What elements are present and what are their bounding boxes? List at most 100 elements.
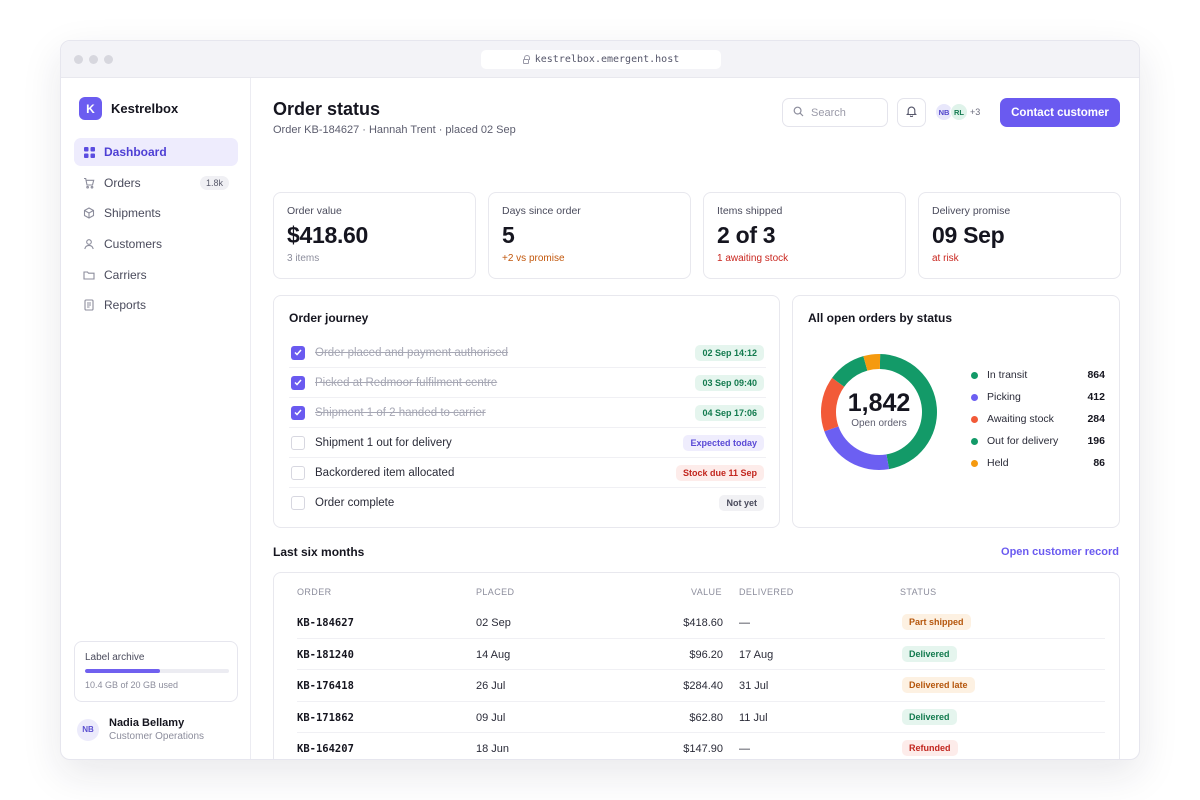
stat-label: Delivery promise bbox=[932, 205, 1011, 217]
table-row[interactable]: KB-181240 14 Aug $96.20 17 Aug Delivered bbox=[297, 639, 1105, 671]
stat-card-items-shipped: Items shipped 2 of 3 1 awaiting stock bbox=[703, 192, 906, 279]
brand-logo: K bbox=[79, 97, 102, 120]
journey-step-label: Shipment 1 out for delivery bbox=[315, 436, 452, 449]
zoom-dot[interactable] bbox=[104, 55, 113, 64]
column-header-delivered[interactable]: DELIVERED bbox=[739, 587, 794, 597]
legend-item: In transit 864 bbox=[971, 364, 1105, 386]
donut-legend: In transit 864 Picking 412 Awaiting stoc… bbox=[971, 364, 1105, 474]
legend-value: 86 bbox=[1093, 457, 1105, 469]
search-icon bbox=[793, 104, 804, 122]
stat-card-delivery-promise: Delivery promise 09 Sep at risk bbox=[918, 192, 1121, 279]
legend-label: In transit bbox=[987, 369, 1028, 381]
sidebar-item-orders[interactable]: Orders 1.8k bbox=[74, 169, 238, 197]
journey-step-label: Shipment 1 of 2 handed to carrier bbox=[315, 406, 486, 419]
sidebar-item-shipments[interactable]: Shipments bbox=[74, 199, 238, 227]
sidebar-nav: Dashboard Orders 1.8k Shipments Custome bbox=[74, 138, 238, 322]
search-field[interactable] bbox=[782, 98, 888, 127]
donut-segment-in-transit[interactable] bbox=[879, 354, 937, 470]
journey-step-label: Order complete bbox=[315, 497, 395, 509]
legend-value: 284 bbox=[1087, 413, 1105, 425]
legend-dot bbox=[971, 371, 978, 379]
journey-step: Shipment 1 of 2 handed to carrier 04 Sep… bbox=[289, 398, 766, 428]
address-bar[interactable]: kestrelbox.emergent.host bbox=[481, 50, 721, 69]
search-input[interactable] bbox=[811, 106, 881, 119]
table-row[interactable]: KB-171862 09 Jul $62.80 11 Jul Delivered bbox=[297, 702, 1105, 734]
check-icon bbox=[294, 409, 302, 416]
column-header-order[interactable]: ORDER bbox=[297, 587, 332, 597]
order-value: $418.60 bbox=[683, 617, 723, 629]
contact-customer-button[interactable]: Contact customer bbox=[1000, 98, 1120, 127]
legend-label: Awaiting stock bbox=[987, 413, 1054, 425]
checkbox-checked[interactable] bbox=[291, 405, 305, 420]
donut-segment-awaiting-stock[interactable] bbox=[821, 377, 845, 432]
label-archive-card[interactable]: Label archive 10.4 GB of 20 GB used bbox=[74, 641, 238, 702]
column-header-value[interactable]: VALUE bbox=[691, 587, 722, 597]
brand[interactable]: K Kestrelbox bbox=[79, 97, 178, 120]
user-role: Customer Operations bbox=[109, 731, 205, 742]
collaborators[interactable]: NB RL +3 bbox=[935, 103, 980, 121]
journey-step-label: Order placed and payment authorised bbox=[315, 346, 509, 359]
table-header: ORDER PLACED VALUE DELIVERED STATUS bbox=[297, 587, 1105, 609]
stat-note: at risk bbox=[932, 253, 959, 264]
archive-progress-fill bbox=[85, 669, 160, 673]
checkbox-checked[interactable] bbox=[291, 345, 305, 360]
legend-label: Held bbox=[987, 457, 1009, 469]
column-header-status[interactable]: STATUS bbox=[900, 587, 937, 597]
delivered-date: — bbox=[739, 617, 750, 629]
placed-date: 14 Aug bbox=[476, 648, 511, 661]
placed-date: 09 Jul bbox=[476, 711, 506, 724]
collaborator-avatar: RL bbox=[950, 103, 968, 121]
avatar: NB bbox=[77, 718, 99, 741]
order-history-table: ORDER PLACED VALUE DELIVERED STATUS KB-1… bbox=[273, 572, 1120, 759]
sidebar-item-customers[interactable]: Customers bbox=[74, 230, 238, 258]
checkbox-unchecked[interactable] bbox=[291, 465, 305, 480]
donut-segment-picking[interactable] bbox=[824, 426, 890, 470]
sidebar-item-reports[interactable]: Reports bbox=[74, 291, 238, 319]
column-header-placed[interactable]: PLACED bbox=[476, 587, 515, 597]
status-badge: Delivered bbox=[902, 708, 957, 725]
check-icon bbox=[294, 379, 302, 386]
checkbox-unchecked[interactable] bbox=[291, 435, 305, 450]
checkbox-checked[interactable] bbox=[291, 375, 305, 390]
url-text: kestrelbox.emergent.host bbox=[534, 54, 680, 65]
open-orders-donut: 1,842 Open orders bbox=[821, 354, 937, 470]
minimize-dot[interactable] bbox=[89, 55, 98, 64]
collaborator-avatar: NB bbox=[935, 103, 953, 121]
sidebar-item-carriers[interactable]: Carriers bbox=[74, 261, 238, 289]
journey-step: Order placed and payment authorised 02 S… bbox=[289, 338, 766, 368]
stat-label: Items shipped bbox=[717, 205, 783, 217]
donut-segment-held[interactable] bbox=[863, 354, 881, 371]
main-content: Order status Order KB-184627 · Hannah Tr… bbox=[251, 78, 1139, 759]
user-profile[interactable]: NB Nadia Bellamy Customer Operations bbox=[77, 717, 204, 742]
journey-step-tag: 03 Sep 09:40 bbox=[695, 374, 764, 391]
table-row[interactable]: KB-184627 02 Sep $418.60 — Part shipped bbox=[297, 607, 1105, 639]
table-row[interactable]: KB-164207 18 Jun $147.90 — Refunded bbox=[297, 733, 1105, 759]
notifications-button[interactable] bbox=[897, 98, 926, 127]
journey-step-tag: Stock due 11 Sep bbox=[675, 464, 764, 481]
delivered-date: 11 Jul bbox=[739, 711, 768, 724]
checkbox-unchecked[interactable] bbox=[291, 496, 305, 510]
archive-usage: 10.4 GB of 20 GB used bbox=[85, 680, 179, 690]
open-customer-record-link[interactable]: Open customer record bbox=[1001, 546, 1119, 558]
table-body: KB-184627 02 Sep $418.60 — Part shipped … bbox=[297, 607, 1105, 759]
order-id: KB-181240 bbox=[297, 648, 354, 661]
stat-value: 5 bbox=[502, 222, 515, 248]
orders-count-badge: 1.8k bbox=[199, 175, 229, 190]
stat-value: 2 of 3 bbox=[717, 222, 776, 248]
sidebar-item-dashboard[interactable]: Dashboard bbox=[74, 138, 238, 166]
order-value: $62.80 bbox=[689, 711, 723, 724]
donut-segment-out-for-delivery[interactable] bbox=[832, 356, 868, 387]
order-id: KB-184627 bbox=[297, 617, 354, 629]
legend-value: 412 bbox=[1087, 391, 1105, 403]
browser-window: kestrelbox.emergent.host K Kestrelbox Da… bbox=[60, 40, 1140, 760]
table-row[interactable]: KB-176418 26 Jul $284.40 31 Jul Delivere… bbox=[297, 670, 1105, 702]
bell-icon bbox=[906, 104, 917, 122]
journey-step-tag: Not yet bbox=[719, 495, 764, 511]
card-title: Order journey bbox=[289, 311, 369, 325]
section-title: Last six months bbox=[273, 545, 365, 559]
placed-date: 18 Jun bbox=[476, 743, 510, 756]
legend-value: 864 bbox=[1087, 369, 1105, 381]
close-dot[interactable] bbox=[74, 55, 83, 64]
status-badge: Part shipped bbox=[902, 614, 971, 630]
journey-step-tag: 02 Sep 14:12 bbox=[695, 344, 764, 361]
